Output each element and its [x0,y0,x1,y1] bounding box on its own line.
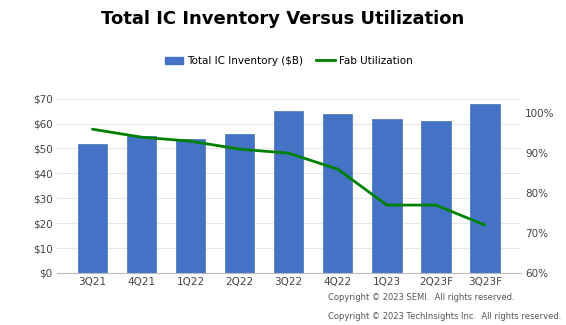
Bar [372,119,401,273]
Legend: Total IC Inventory ($B), Fab Utilization: Total IC Inventory ($B), Fab Utilization [160,52,417,70]
Bar [225,134,254,273]
Bar [274,111,303,273]
Text: Copyright © 2023 TechInsights Inc.  All rights reserved.: Copyright © 2023 TechInsights Inc. All r… [328,312,561,321]
Text: Total IC Inventory Versus Utilization: Total IC Inventory Versus Utilization [101,10,465,28]
Bar [421,121,451,273]
Bar [470,104,500,273]
Text: Copyright © 2023 SEMI.  All rights reserved.: Copyright © 2023 SEMI. All rights reserv… [328,293,515,302]
Bar [323,114,353,273]
Bar [176,138,205,273]
Bar [78,144,107,273]
Bar [127,136,156,273]
